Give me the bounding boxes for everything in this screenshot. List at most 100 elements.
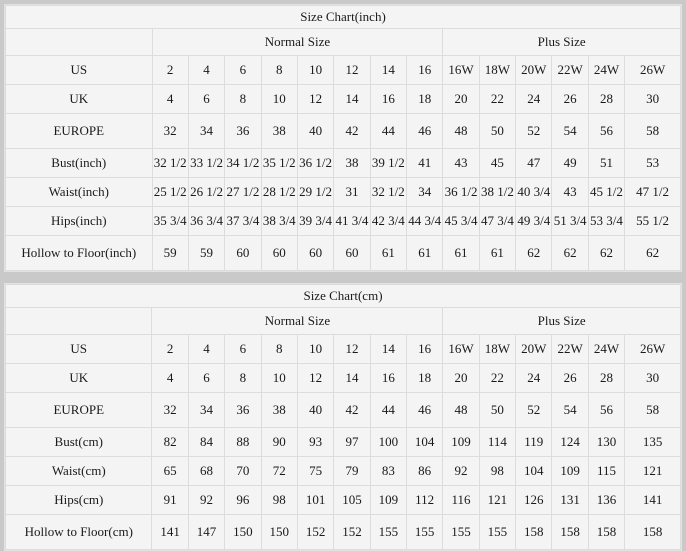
row-label-hollow-to-floor: Hollow to Floor(cm): [4, 514, 153, 550]
cell: 28: [587, 363, 626, 393]
table-row: Waist(cm) 65 68 70 72 75 79 83 86 92 98 …: [4, 456, 681, 486]
cell: 72: [260, 456, 298, 486]
cell: 92: [187, 485, 226, 515]
cell: 16: [406, 55, 444, 85]
group-header-normal-size: Normal Size: [151, 307, 444, 335]
cell: 45 1/2: [587, 177, 626, 207]
cell: 28: [587, 84, 626, 114]
table-row: US 2 4 6 8 10 12 14 16 16W 18W 20W 22W 2…: [5, 55, 681, 85]
table-row: US 2 4 6 8 10 12 14 16 16W 18W 20W 22W 2…: [4, 334, 681, 364]
cell: 44: [369, 392, 408, 428]
cell: 38: [333, 148, 371, 178]
cell: 31: [333, 177, 371, 207]
cell: 36 3/4: [187, 206, 226, 236]
cell: 18W: [478, 334, 517, 364]
cell: 41 3/4: [333, 206, 371, 236]
corner-cell: [4, 307, 153, 335]
cell: 54: [551, 392, 589, 428]
cell: 8: [224, 84, 262, 114]
cell: 53: [624, 148, 681, 178]
cell: 26: [551, 363, 589, 393]
cell: 98: [260, 485, 298, 515]
cell: 24W: [587, 334, 626, 364]
cell: 26: [551, 84, 589, 114]
cell: 8: [224, 363, 262, 393]
cell: 32: [151, 113, 189, 149]
cell: 45: [478, 148, 517, 178]
cell: 10: [296, 55, 335, 85]
cell: 32 1/2: [369, 177, 408, 207]
cell: 126: [515, 485, 553, 515]
cell: 62: [587, 235, 626, 271]
cell: 48: [442, 113, 480, 149]
cell: 16: [405, 334, 444, 364]
cell: 56: [587, 392, 626, 428]
table-row: Hips(inch) 35 3/4 36 3/4 37 3/4 38 3/4 3…: [5, 206, 681, 236]
group-header-row: Normal Size Plus Size: [5, 28, 681, 56]
cell: 60: [296, 235, 335, 271]
cell: 35 1/2: [260, 148, 298, 178]
cell: 38: [260, 392, 298, 428]
cell: 24: [515, 84, 553, 114]
cell: 42: [333, 113, 371, 149]
cell: 10: [296, 334, 335, 364]
cell: 4: [151, 363, 189, 393]
cell: 59: [187, 235, 226, 271]
cell: 54: [551, 113, 589, 149]
cell: 61: [442, 235, 480, 271]
cell: 104: [515, 456, 553, 486]
cell: 109: [442, 427, 480, 457]
cell: 46: [406, 113, 444, 149]
cell: 4: [151, 84, 189, 114]
row-label-uk: UK: [5, 84, 153, 114]
cell: 6: [224, 334, 262, 364]
cell: 35 3/4: [151, 206, 189, 236]
cell: 25 1/2: [151, 177, 189, 207]
cell: 52: [515, 113, 553, 149]
cell: 43: [551, 177, 589, 207]
size-chart-cm: Size Chart(cm) Normal Size Plus Size US …: [4, 283, 682, 551]
cell: 109: [369, 485, 408, 515]
cell: 48: [442, 392, 480, 428]
cell: 38 3/4: [260, 206, 298, 236]
row-label-hips: Hips(cm): [4, 485, 153, 515]
cell: 12: [333, 55, 371, 85]
cell: 47 1/2: [624, 177, 681, 207]
cell: 10: [260, 363, 298, 393]
cell: 34 1/2: [224, 148, 262, 178]
group-header-row: Normal Size Plus Size: [4, 307, 681, 335]
cell: 2: [151, 334, 189, 364]
cell: 18: [406, 84, 444, 114]
cell: 29 1/2: [296, 177, 335, 207]
cell: 92: [442, 456, 480, 486]
cell: 101: [296, 485, 335, 515]
cell: 43: [442, 148, 480, 178]
cell: 155: [478, 514, 517, 550]
cell: 88: [224, 427, 262, 457]
cell: 62: [515, 235, 553, 271]
cell: 34: [187, 392, 226, 428]
chart-title: Size Chart(cm): [5, 284, 681, 308]
cell: 136: [587, 485, 626, 515]
cell: 22: [478, 84, 517, 114]
cell: 20W: [515, 334, 553, 364]
cell: 16W: [442, 334, 480, 364]
cell: 40 3/4: [515, 177, 553, 207]
cell: 75: [296, 456, 335, 486]
cell: 36: [224, 392, 262, 428]
cell: 12: [296, 363, 335, 393]
cell: 14: [333, 84, 371, 114]
cell: 34: [406, 177, 444, 207]
cell: 39 3/4: [296, 206, 335, 236]
cell: 124: [551, 427, 589, 457]
cell: 8: [260, 334, 298, 364]
row-label-bust: Bust(inch): [5, 148, 153, 178]
cell: 60: [333, 235, 371, 271]
cell: 97: [333, 427, 371, 457]
corner-cell: [5, 28, 153, 56]
cell: 158: [587, 514, 626, 550]
cell: 119: [515, 427, 553, 457]
row-label-waist: Waist(inch): [5, 177, 153, 207]
cell: 49 3/4: [515, 206, 553, 236]
row-label-hips: Hips(inch): [5, 206, 153, 236]
